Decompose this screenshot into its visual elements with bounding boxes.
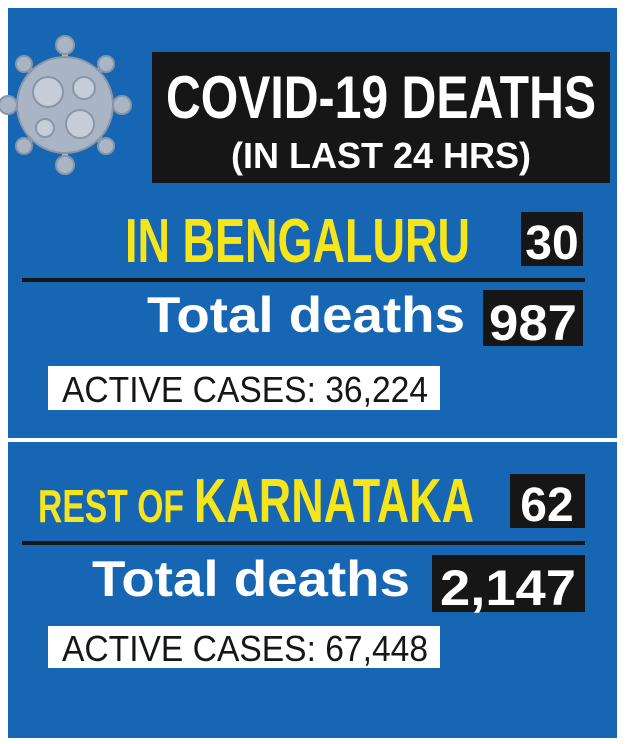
active-cases: ACTIVE CASES: 67,448 — [62, 628, 428, 669]
section-label: REST OF — [38, 480, 184, 532]
total-deaths: 987 — [489, 295, 577, 351]
new-deaths: 30 — [525, 217, 578, 270]
number-box — [521, 212, 583, 266]
active-box — [48, 626, 440, 668]
subtitle: (IN LAST 24 HRS) — [231, 135, 531, 176]
number-box — [510, 474, 585, 528]
title-box — [152, 52, 610, 183]
number-box — [432, 555, 585, 612]
total-deaths: 2,147 — [440, 560, 576, 616]
total-label: Total deaths — [92, 551, 410, 607]
new-deaths: 62 — [520, 479, 573, 532]
section-label: KARNATAKA — [194, 467, 474, 536]
section-label: IN BENGALURU — [125, 207, 470, 276]
virus-icon — [0, 35, 132, 175]
total-label: Total deaths — [147, 287, 465, 343]
title: COVID-19 DEATHS — [166, 64, 596, 131]
active-cases: ACTIVE CASES: 36,224 — [62, 369, 428, 410]
number-box — [483, 290, 583, 346]
active-box — [48, 366, 440, 410]
